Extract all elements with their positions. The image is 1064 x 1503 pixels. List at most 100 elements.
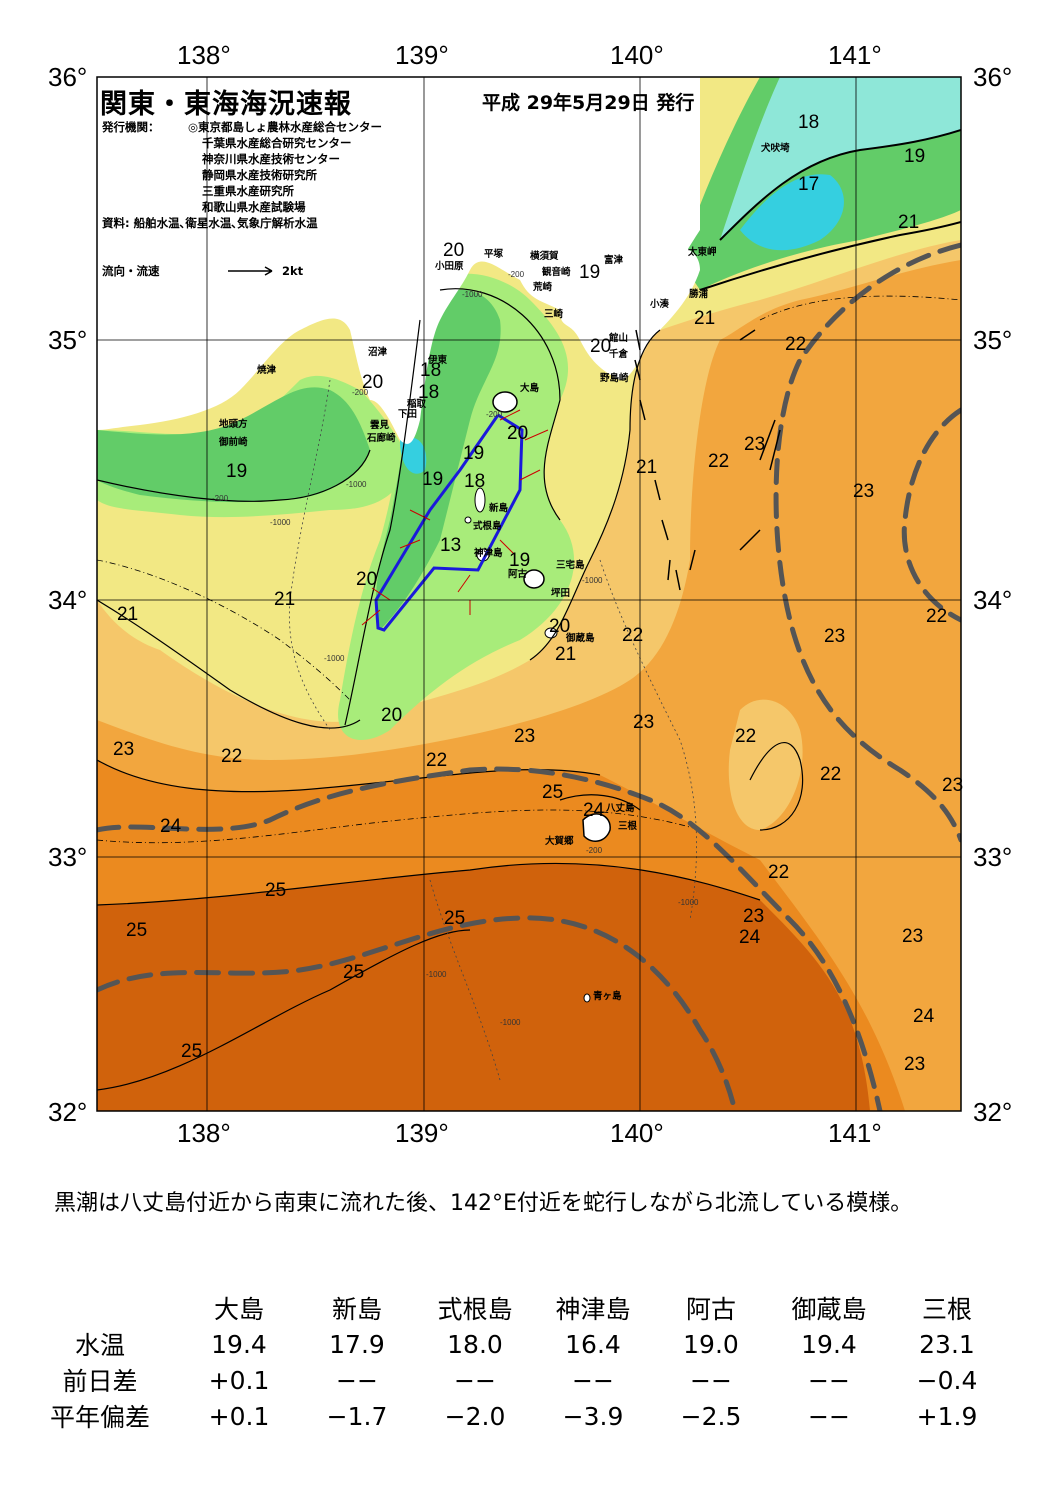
- map-title: 関東・東海海況速報: [100, 89, 352, 120]
- table-cell: −−: [336, 1365, 378, 1395]
- depth-label: -1000: [582, 576, 603, 585]
- isotherm-label: 17: [798, 174, 820, 195]
- lon-tick-bottom-139: 139°: [395, 1118, 449, 1148]
- place-name: 館山: [609, 333, 629, 344]
- isotherm-label: 23: [824, 626, 846, 647]
- place-name: 小田原: [435, 261, 464, 272]
- place-name: 下田: [398, 409, 418, 420]
- place-name: 三根: [618, 821, 638, 832]
- place-name: 新島: [489, 503, 509, 514]
- isotherm-label: 24: [913, 1006, 935, 1027]
- place-name: 青ヶ島: [593, 991, 622, 1002]
- isotherm-label: 20: [507, 423, 529, 444]
- lon-tick-top-141: 141°: [828, 40, 882, 70]
- row-label: 水温: [74, 1331, 125, 1360]
- table-cell: −0.4: [916, 1365, 978, 1395]
- table-cell: 23.1: [919, 1329, 975, 1359]
- place-name: 太東岬: [688, 247, 717, 258]
- depth-label: -200: [586, 846, 603, 855]
- isotherm-label: 20: [356, 569, 378, 590]
- issuer-3: 静岡県水産技術研究所: [202, 168, 317, 182]
- issuer-0: ◎東京都島しょ農林水産総合センター: [188, 120, 383, 134]
- island-niijima: [474, 487, 486, 513]
- depth-label: -1000: [270, 518, 291, 527]
- depth-contours: [288, 379, 697, 1081]
- table-cell: +1.9: [916, 1401, 978, 1431]
- isotherm-label: 21: [898, 212, 920, 233]
- place-name: 横須賀: [530, 251, 559, 262]
- place-name: 千倉: [609, 349, 629, 360]
- lat-tick-left-33: 33°: [48, 842, 88, 872]
- isotherm-label: 22: [708, 451, 730, 472]
- isotherm-label: 21: [636, 457, 658, 478]
- table-cell: −2.0: [444, 1401, 506, 1431]
- lon-tick-bottom-140: 140°: [610, 1118, 664, 1148]
- isotherm-label: 19: [422, 469, 444, 490]
- place-name: 大賀郷: [545, 836, 574, 847]
- table-cell: −3.9: [562, 1401, 624, 1431]
- isotherm-label: 20: [590, 336, 612, 357]
- isotherm-lines: [97, 129, 961, 1091]
- lat-tick-left-36: 36°: [48, 62, 88, 92]
- place-name: 勝浦: [689, 289, 709, 300]
- table-cell: 19.0: [683, 1329, 739, 1359]
- lon-tick-bottom-141: 141°: [828, 1118, 882, 1148]
- depth-label: -200: [212, 494, 229, 503]
- isotherm-label: 21: [274, 589, 296, 610]
- isotherm-label: 19: [463, 443, 485, 464]
- table-header: 神津島: [555, 1295, 631, 1324]
- drift-vectors: [361, 409, 549, 626]
- table-cell: +0.1: [208, 1365, 270, 1395]
- legend-arrow: [228, 266, 273, 276]
- land-boso: [600, 246, 700, 380]
- table-cell: −−: [808, 1401, 850, 1431]
- isotherm-label: 20: [362, 372, 384, 393]
- isotherm-label: 25: [265, 880, 287, 901]
- place-name: 雲見: [370, 420, 390, 431]
- table-cell: −−: [454, 1365, 496, 1395]
- table-cell: 19.4: [801, 1329, 857, 1359]
- depth-label: -1000: [678, 898, 699, 907]
- table-header: 御蔵島: [791, 1295, 867, 1324]
- isotherm-label: 19: [579, 262, 601, 283]
- table-header: 三根: [921, 1295, 972, 1324]
- isotherm-label: 23: [942, 775, 964, 796]
- issuer-4: 三重県水産研究所: [202, 184, 294, 198]
- island-oshima: [492, 391, 518, 413]
- island-aogashima: [583, 993, 591, 1003]
- isotherm-label: 25: [542, 782, 564, 803]
- lon-tick-top-140: 140°: [610, 40, 664, 70]
- depth-label: -1000: [426, 970, 447, 979]
- depth-label: -200: [508, 270, 525, 279]
- isotherm-label: 22: [820, 764, 842, 785]
- depth-label: -1000: [500, 1018, 521, 1027]
- table-cell: −−: [808, 1365, 850, 1395]
- isotherm-label: 21: [117, 604, 139, 625]
- isotherm-label: 23: [113, 739, 135, 760]
- lon-tick-top-138: 138°: [177, 40, 231, 70]
- isotherm-label: 21: [555, 644, 577, 665]
- isotherm-label: 25: [126, 920, 148, 941]
- table-cell: −−: [690, 1365, 732, 1395]
- lat-tick-left-34: 34°: [48, 585, 88, 615]
- lat-tick-right-36: 36°: [973, 62, 1013, 92]
- lat-tick-left-35: 35°: [48, 325, 88, 355]
- isotherm-label: 19: [226, 461, 248, 482]
- place-name: 沼津: [368, 347, 388, 358]
- isotherm-label: 25: [444, 908, 466, 929]
- isotherm-label: 22: [221, 746, 243, 767]
- place-name: 御前崎: [219, 437, 248, 448]
- isotherm-label: 22: [926, 606, 948, 627]
- table-row: 水温 19.4 17.9 18.0 16.4 19.0 19.4 23.1: [20, 1326, 1006, 1362]
- isotherm-label: 22: [426, 750, 448, 771]
- isotherm-label: 20: [549, 616, 571, 637]
- lat-tick-left-32: 32°: [48, 1097, 88, 1127]
- place-name: 八丈島: [606, 803, 635, 814]
- table-cell: −1.7: [326, 1401, 388, 1431]
- place-name: 犬吠埼: [761, 143, 790, 154]
- place-name: 荒崎: [533, 282, 553, 293]
- place-name: 神津島: [474, 548, 503, 559]
- issue-date: 平成 29年5月29日 発行: [482, 92, 695, 114]
- isotherm-label: 22: [622, 625, 644, 646]
- isotherm-label: 18: [464, 471, 486, 492]
